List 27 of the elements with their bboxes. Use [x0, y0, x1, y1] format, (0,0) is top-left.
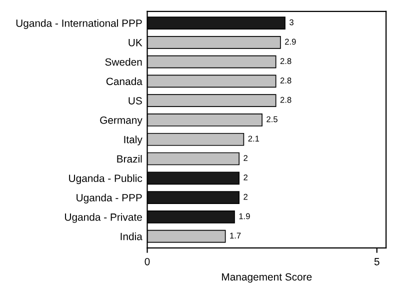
y-tick-label: Uganda - Public: [69, 174, 142, 184]
y-tick-label: India: [120, 232, 142, 240]
y-tick-label: Uganda - International PPP: [16, 19, 142, 29]
data-label: 2: [244, 174, 248, 180]
y-tick-label: Italy: [124, 136, 142, 146]
data-label: 2: [244, 194, 248, 200]
y-tick-label: Brazil: [117, 154, 142, 163]
x-tick-label: 5: [374, 258, 380, 266]
x-axis-title: Management Score: [222, 273, 312, 283]
data-label: 2.8: [280, 58, 292, 64]
y-tick-label: Uganda - PPP: [76, 194, 142, 204]
data-label: 1.9: [239, 213, 250, 220]
y-tick-label: Sweden: [105, 58, 142, 66]
x-tick-label: 0: [144, 258, 150, 266]
data-label: 3: [290, 19, 294, 26]
data-label: 2.8: [280, 96, 292, 103]
data-label: 2.9: [285, 38, 296, 45]
data-label: 2.1: [248, 136, 260, 142]
data-label: 2: [244, 155, 248, 161]
y-tick-label: US: [128, 97, 142, 104]
y-tick-label: Canada: [106, 77, 142, 86]
y-tick-label: Uganda - Private: [65, 213, 142, 223]
y-tick-label: Germany: [100, 116, 142, 126]
y-tick-label: UK: [128, 39, 142, 46]
data-label: 1.7: [230, 232, 241, 238]
data-label: 2.5: [266, 116, 278, 122]
data-label: 2.8: [280, 78, 292, 84]
